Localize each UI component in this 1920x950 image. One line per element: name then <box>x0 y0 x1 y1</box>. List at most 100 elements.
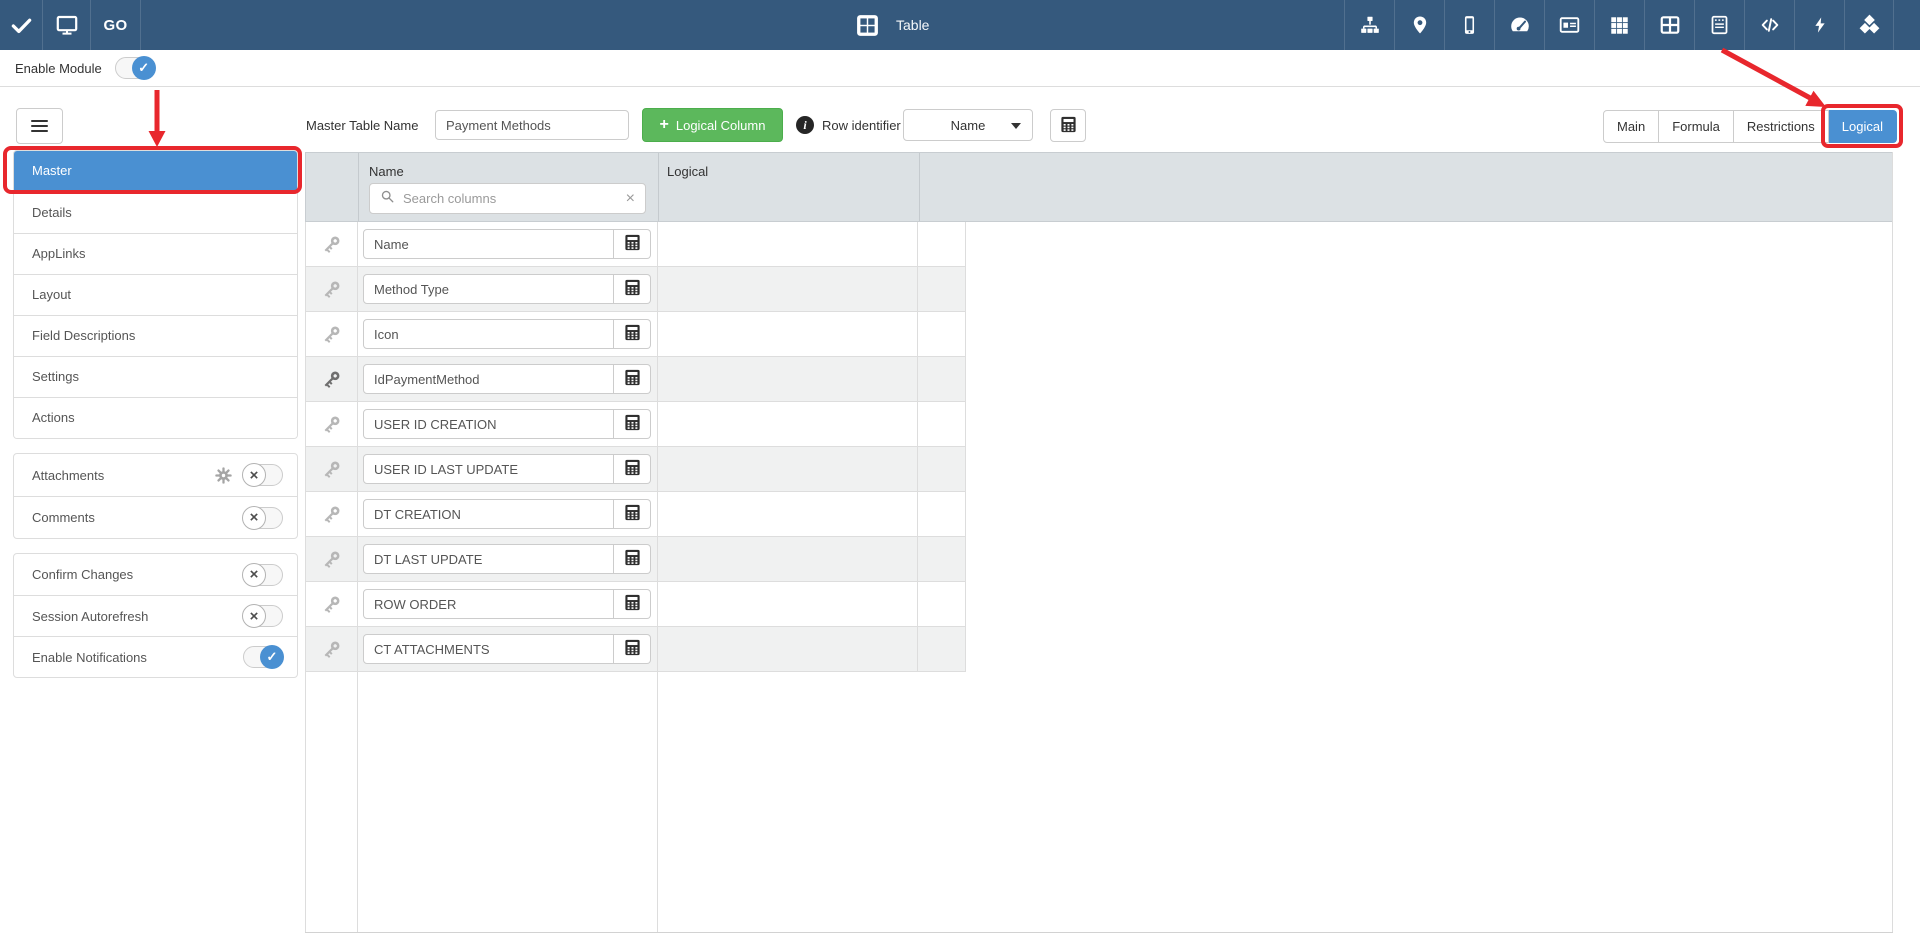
row-identifier-select[interactable]: Name <box>903 109 1033 141</box>
view-tabs: Main Formula Restrictions Logical <box>1603 110 1897 143</box>
notes-icon[interactable] <box>1694 0 1744 50</box>
formula-button[interactable] <box>614 409 651 439</box>
formula-button[interactable] <box>614 589 651 619</box>
sidebar-item-layout[interactable]: Layout <box>14 274 297 315</box>
sidebar-item-master[interactable]: Master <box>14 151 297 192</box>
table-header: Name Logical × <box>305 152 1893 222</box>
column-name-input[interactable] <box>363 229 614 259</box>
attachments-toggle[interactable]: × <box>242 463 283 487</box>
table-border-line <box>1892 152 1893 933</box>
name-cell <box>358 627 658 671</box>
confirm-button[interactable] <box>0 0 43 50</box>
formula-button[interactable] <box>614 229 651 259</box>
key-cell <box>306 402 358 446</box>
formula-button[interactable] <box>614 544 651 574</box>
code-icon[interactable] <box>1744 0 1794 50</box>
page-title: Table <box>855 0 929 50</box>
filler-cell <box>918 582 966 626</box>
enable-notifications-toggle[interactable]: ✓ <box>243 645 284 669</box>
master-table-name-label: Master Table Name <box>306 118 419 133</box>
grid-icon[interactable] <box>1594 0 1644 50</box>
formula-button[interactable] <box>614 364 651 394</box>
preview-button[interactable] <box>43 0 91 50</box>
dashboard-icon[interactable] <box>1494 0 1544 50</box>
sidebar-item-actions[interactable]: Actions <box>14 397 297 438</box>
sidebar-nav: Master Details AppLinks Layout Field Descrip… <box>13 150 298 439</box>
column-name-input[interactable] <box>363 409 614 439</box>
column-name-input[interactable] <box>363 634 614 664</box>
key-icon <box>320 548 343 571</box>
formula-button[interactable] <box>614 319 651 349</box>
tab-restrictions[interactable]: Restrictions <box>1733 110 1829 143</box>
session-autorefresh-toggle[interactable]: × <box>242 604 283 628</box>
column-name-input[interactable] <box>363 544 614 574</box>
formula-button[interactable] <box>614 454 651 484</box>
key-icon <box>320 233 343 256</box>
toggle-x-icon: × <box>242 604 266 628</box>
formula-button[interactable] <box>614 499 651 529</box>
calculator-icon <box>624 414 641 434</box>
row-identifier-formula-button[interactable] <box>1050 109 1086 142</box>
go-button[interactable]: GO <box>91 0 141 50</box>
sidebar-item-field-descriptions[interactable]: Field Descriptions <box>14 315 297 356</box>
sidebar-row-comments: Comments × <box>14 496 297 538</box>
logical-cell <box>658 582 918 626</box>
sidebar-item-settings[interactable]: Settings <box>14 356 297 397</box>
header-divider <box>658 153 659 221</box>
sidebar-item-applinks[interactable]: AppLinks <box>14 233 297 274</box>
calculator-icon <box>624 369 641 389</box>
name-cell <box>358 447 658 491</box>
calculator-icon <box>624 279 641 299</box>
tab-logical[interactable]: Logical <box>1828 110 1897 143</box>
column-name-input[interactable] <box>363 319 614 349</box>
filler-cell <box>918 222 966 266</box>
sidebar-row-attachments: Attachments × <box>14 454 297 496</box>
key-icon <box>320 638 343 661</box>
mobile-icon[interactable] <box>1444 0 1494 50</box>
id-card-icon[interactable] <box>1544 0 1594 50</box>
key-cell <box>306 222 358 266</box>
key-icon <box>320 503 343 526</box>
add-logical-column-button[interactable]: + Logical Column <box>642 108 783 142</box>
column-name-input[interactable] <box>363 364 614 394</box>
menu-button[interactable] <box>16 108 63 144</box>
column-name-input[interactable] <box>363 499 614 529</box>
sidebar-item-details[interactable]: Details <box>14 192 297 233</box>
page-title-label: Table <box>896 17 930 33</box>
key-cell <box>306 492 358 536</box>
logical-cell <box>658 267 918 311</box>
sitemap-icon[interactable] <box>1344 0 1394 50</box>
logical-column-header: Logical <box>667 164 709 179</box>
tab-main[interactable]: Main <box>1603 110 1660 143</box>
calculator-icon <box>624 639 641 659</box>
logical-cell <box>658 222 918 266</box>
search-columns-box: × <box>369 183 646 214</box>
formula-button[interactable] <box>614 274 651 304</box>
clear-search-icon[interactable]: × <box>625 189 635 207</box>
comments-toggle[interactable]: × <box>242 505 283 530</box>
table-border-line <box>305 932 1893 933</box>
confirm-changes-toggle[interactable]: × <box>242 562 283 587</box>
column-name-input[interactable] <box>363 589 614 619</box>
key-cell <box>306 582 358 626</box>
table-row <box>306 312 966 357</box>
tab-formula[interactable]: Formula <box>1659 110 1734 143</box>
plus-icon: + <box>659 115 669 133</box>
sidebar-feature-group: Attachments × Comments × <box>13 453 298 539</box>
table-row <box>306 222 966 267</box>
column-name-input[interactable] <box>363 274 614 304</box>
gear-icon[interactable] <box>214 466 233 485</box>
formula-button[interactable] <box>614 634 651 664</box>
key-icon <box>320 593 343 616</box>
map-marker-icon[interactable] <box>1394 0 1444 50</box>
master-table-name-input[interactable] <box>435 110 629 140</box>
bolt-icon[interactable] <box>1794 0 1844 50</box>
logical-cell <box>658 402 918 446</box>
filler-cell <box>918 312 966 356</box>
enable-module-toggle[interactable]: ✓ <box>114 56 156 80</box>
key-icon <box>320 368 343 391</box>
search-columns-input[interactable] <box>403 191 618 206</box>
column-name-input[interactable] <box>363 454 614 484</box>
table-grid-icon[interactable] <box>1644 0 1694 50</box>
cubes-icon[interactable] <box>1844 0 1894 50</box>
